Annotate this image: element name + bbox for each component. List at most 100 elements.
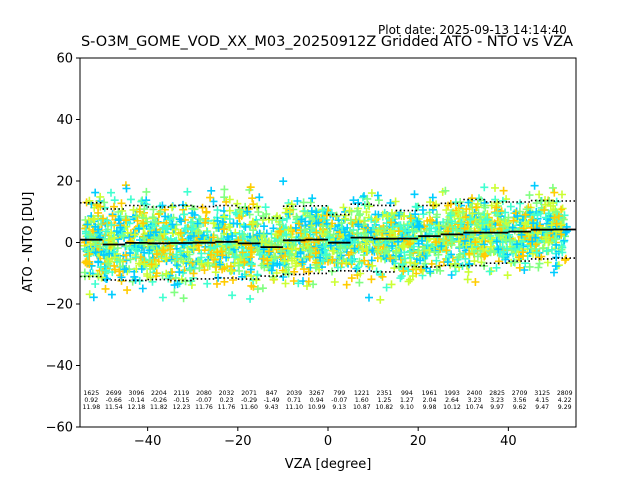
scatter-point bbox=[269, 224, 278, 233]
scatter-point bbox=[367, 189, 376, 198]
bin-mean-label: -0.15 bbox=[173, 397, 189, 404]
scatter-point bbox=[494, 245, 503, 254]
scatter-point bbox=[339, 203, 348, 212]
scatter-point bbox=[373, 191, 382, 200]
scatter-point bbox=[248, 235, 257, 244]
scatter-point bbox=[197, 249, 206, 258]
scatter-point bbox=[330, 278, 339, 286]
scatter-point bbox=[558, 204, 567, 213]
scatter-point bbox=[307, 224, 316, 233]
scatter-point bbox=[228, 291, 237, 300]
scatter-point bbox=[426, 215, 435, 224]
scatter-point bbox=[152, 269, 161, 278]
scatter-point bbox=[96, 202, 105, 211]
scatter-point bbox=[114, 216, 123, 225]
scatter-point bbox=[361, 240, 370, 249]
scatter-point bbox=[105, 249, 114, 258]
scatter-point bbox=[123, 228, 132, 237]
scatter-point bbox=[544, 209, 553, 218]
scatter-point bbox=[110, 202, 118, 211]
scatter-point bbox=[230, 259, 239, 268]
scatter-point bbox=[404, 277, 413, 286]
scatter-point bbox=[390, 264, 399, 273]
scatter-point bbox=[102, 266, 111, 275]
scatter-point bbox=[169, 213, 178, 222]
scatter-point bbox=[213, 248, 222, 257]
scatter-point bbox=[91, 188, 100, 197]
bin-count-label: 3267 bbox=[309, 390, 325, 397]
bin-mean-label: 0.94 bbox=[310, 397, 324, 404]
chart-title: S-O3M_GOME_VOD_XX_M03_20250912Z Gridded … bbox=[80, 34, 574, 50]
scatter-point bbox=[126, 195, 135, 204]
scatter-point bbox=[391, 197, 400, 206]
bin-std-label: 9.43 bbox=[265, 404, 279, 411]
scatter-point bbox=[220, 212, 229, 221]
scatter-point bbox=[481, 251, 490, 260]
scatter-point bbox=[557, 230, 566, 239]
scatter-point bbox=[190, 210, 199, 219]
scatter-point bbox=[132, 212, 141, 221]
scatter-point bbox=[558, 248, 567, 257]
scatter-point bbox=[102, 227, 110, 236]
x-tick-label: 40 bbox=[500, 434, 517, 449]
scatter-point bbox=[493, 199, 502, 208]
bin-std-label: 11.10 bbox=[285, 404, 303, 411]
bin-count-label: 3096 bbox=[129, 390, 145, 397]
axes: −40 −20 0 20 40 −60 −40 −20 0 20 40 60 bbox=[46, 52, 517, 450]
scatter-point bbox=[562, 227, 571, 236]
scatter-point bbox=[558, 190, 566, 199]
scatter-point bbox=[200, 266, 209, 275]
scatter-point bbox=[503, 244, 512, 253]
bin-count-label: 799 bbox=[333, 390, 345, 397]
scatter-point bbox=[104, 236, 113, 245]
bin-mean-label: 3.23 bbox=[468, 397, 482, 404]
scatter-point bbox=[162, 269, 171, 278]
scatter-point bbox=[499, 222, 508, 231]
scatter-point bbox=[299, 265, 308, 274]
scatter-point bbox=[487, 201, 496, 210]
bin-count-label: 2080 bbox=[196, 390, 212, 397]
scatter-point bbox=[394, 227, 403, 236]
scatter-point bbox=[300, 225, 309, 234]
scatter-point bbox=[529, 219, 538, 228]
bin-mean-label: 2.64 bbox=[445, 397, 459, 404]
bin-mean-label: 0.23 bbox=[220, 397, 234, 404]
scatter-point bbox=[270, 275, 279, 284]
scatter-point bbox=[328, 255, 337, 264]
scatter-point bbox=[542, 224, 551, 233]
bin-mean-label: -0.07 bbox=[196, 397, 212, 404]
scatter-point bbox=[472, 203, 481, 212]
scatter-point bbox=[111, 265, 119, 274]
scatter-point bbox=[195, 264, 204, 272]
scatter-point bbox=[257, 261, 266, 270]
scatter-point bbox=[552, 207, 560, 216]
bin-std-label: 10.82 bbox=[376, 404, 394, 411]
scatter-point bbox=[472, 220, 481, 229]
scatter-point bbox=[515, 263, 524, 272]
scatter-point bbox=[220, 277, 229, 286]
scatter-point bbox=[108, 211, 117, 220]
scatter-point bbox=[299, 198, 308, 207]
scatter-point bbox=[102, 275, 111, 283]
scatter-point bbox=[464, 267, 473, 276]
bin-mean-label: 4.15 bbox=[535, 397, 549, 404]
x-tick-label: 20 bbox=[410, 434, 427, 449]
scatter-point bbox=[336, 263, 345, 272]
scatter-point bbox=[214, 224, 223, 232]
scatter-point bbox=[139, 219, 148, 228]
scatter-point bbox=[541, 200, 550, 209]
scatter-point bbox=[293, 197, 302, 205]
scatter-point bbox=[212, 263, 221, 271]
scatter-point bbox=[515, 207, 524, 216]
scatter-point bbox=[166, 215, 174, 224]
scatter-point bbox=[514, 253, 523, 262]
scatter-point bbox=[386, 227, 395, 236]
bin-count-label: 2809 bbox=[557, 390, 573, 397]
scatter-point bbox=[452, 225, 461, 234]
scatter-point bbox=[372, 214, 381, 223]
scatter-point bbox=[229, 219, 238, 228]
scatter-point bbox=[406, 214, 415, 223]
scatter-point bbox=[418, 236, 426, 245]
scatter-point bbox=[86, 230, 95, 239]
scatter-point bbox=[480, 183, 489, 192]
